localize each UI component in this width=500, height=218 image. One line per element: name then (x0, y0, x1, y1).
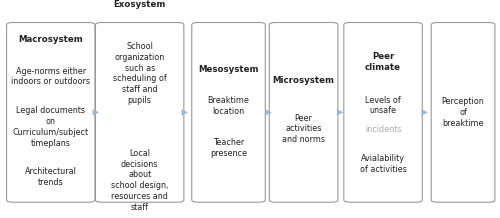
FancyBboxPatch shape (431, 22, 495, 202)
Text: Macrosystem: Macrosystem (18, 35, 83, 44)
Text: Avialability
of activities: Avialability of activities (360, 154, 406, 174)
Text: Local
decisions
about
school design,
resources and
staff: Local decisions about school design, res… (111, 149, 168, 212)
Text: School
organization
such as
scheduling of
staff and
pupils: School organization such as scheduling o… (113, 42, 166, 105)
FancyBboxPatch shape (96, 22, 184, 202)
Text: Peer
climate: Peer climate (365, 52, 401, 72)
Text: Architectural
trends: Architectural trends (25, 167, 76, 187)
Text: Teacher
presence: Teacher presence (210, 138, 247, 158)
Text: Microsystem: Microsystem (272, 76, 334, 85)
Text: Perception
of
breaktime: Perception of breaktime (442, 97, 484, 128)
Text: Legal documents
on
Curriculum/subject
timeplans: Legal documents on Curriculum/subject ti… (12, 106, 89, 148)
Text: incidents: incidents (365, 125, 402, 134)
FancyBboxPatch shape (344, 22, 422, 202)
Text: Peer
activities
and norms: Peer activities and norms (282, 114, 325, 144)
FancyBboxPatch shape (192, 22, 266, 202)
FancyBboxPatch shape (6, 22, 95, 202)
Text: Breaktime
location: Breaktime location (208, 96, 250, 116)
Text: Mesosystem: Mesosystem (198, 65, 259, 74)
FancyBboxPatch shape (270, 22, 338, 202)
Text: Age-norms either
indoors or outdoors: Age-norms either indoors or outdoors (12, 67, 90, 86)
Text: Levels of
unsafe: Levels of unsafe (365, 95, 401, 115)
Text: Exosystem: Exosystem (114, 0, 166, 9)
